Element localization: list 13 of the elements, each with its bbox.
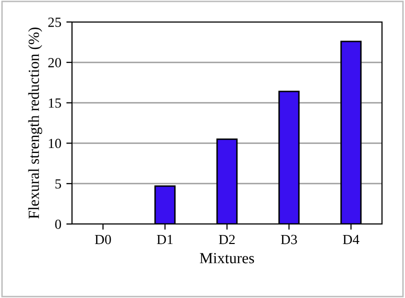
y-tick-label: 0 — [55, 220, 62, 229]
y-tick-label: 20 — [48, 58, 62, 68]
y-tick-label: 25 — [48, 18, 62, 27]
y-axis-title: Flexural strength reduction (%) — [28, 28, 42, 219]
y-tick-label: 15 — [48, 98, 62, 108]
x-tick-label: D0 — [94, 234, 111, 244]
y-tick-label: 10 — [48, 138, 62, 148]
x-tick-label: D3 — [280, 234, 297, 244]
y-tick-label: 5 — [55, 179, 62, 189]
x-tick-label: D4 — [342, 234, 360, 244]
x-tick-label: D1 — [156, 234, 173, 244]
x-axis-title: Mixtures — [200, 253, 254, 264]
x-tick-label: D2 — [218, 234, 235, 244]
